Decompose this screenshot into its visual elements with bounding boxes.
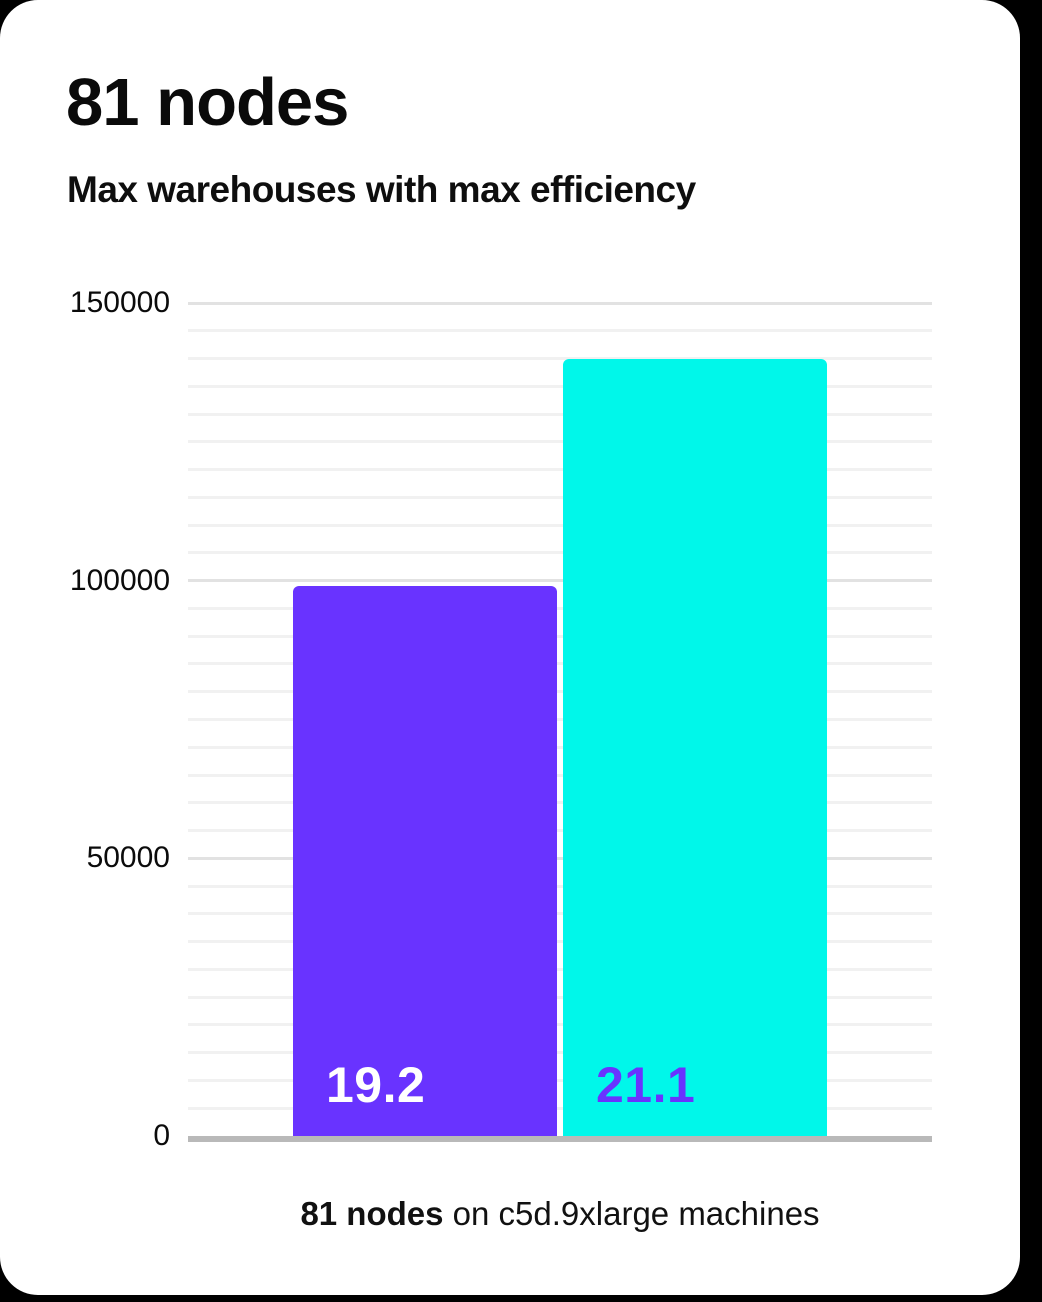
bar-19.2: 19.2 xyxy=(293,586,557,1136)
gridline-minor xyxy=(188,1078,932,1082)
gridline-minor xyxy=(188,884,932,888)
gridline-minor xyxy=(188,606,932,610)
page-subtitle: Max warehouses with max efficiency xyxy=(67,169,696,210)
plot-area: 19.2 21.1 xyxy=(188,301,932,1142)
gridline-major xyxy=(188,856,932,860)
gridline-minor xyxy=(188,1023,932,1027)
gridline-minor xyxy=(188,634,932,638)
gridline-minor xyxy=(188,551,932,555)
page-title: 81 nodes xyxy=(66,65,349,140)
bar-value-label: 21.1 xyxy=(596,1056,696,1113)
gridline-minor xyxy=(188,662,932,666)
gridline-major xyxy=(188,301,932,305)
gridline-major xyxy=(188,579,932,583)
x-axis-line xyxy=(188,1136,932,1142)
gridline-minor xyxy=(188,1106,932,1110)
bar-value-label: 19.2 xyxy=(326,1056,426,1113)
gridline-minor xyxy=(188,329,932,333)
gridline-minor xyxy=(188,912,932,916)
gridline-minor xyxy=(188,384,932,388)
caption-bold-text: 81 nodes xyxy=(300,1195,444,1232)
gridline-minor xyxy=(188,357,932,361)
gridline-minor xyxy=(188,940,932,944)
chart-card: 81 nodes Max warehouses with max efficie… xyxy=(0,0,1020,1295)
gridline-minor xyxy=(188,1051,932,1055)
chart-caption: 81 nodes on c5d.9xlarge machines xyxy=(188,1193,932,1236)
bar-21.1: 21.1 xyxy=(563,358,827,1136)
gridline-minor xyxy=(188,468,932,472)
y-tick-label: 0 xyxy=(153,1119,170,1152)
gridline-minor xyxy=(188,995,932,999)
gridline-minor xyxy=(188,495,932,499)
gridline-minor xyxy=(188,523,932,527)
gridline-minor xyxy=(188,718,932,721)
y-tick-label: 100000 xyxy=(69,563,170,597)
y-tick-label: 150000 xyxy=(69,286,170,319)
caption-regular-text: on c5d.9xlarge machines xyxy=(443,1195,820,1232)
gridline-minor xyxy=(188,412,932,416)
gridline-minor xyxy=(188,440,932,444)
gridline-minor xyxy=(188,967,932,971)
gridline-minor xyxy=(188,829,932,833)
y-tick-label: 50000 xyxy=(86,841,170,875)
gridline-minor xyxy=(188,801,932,805)
gridline-minor xyxy=(188,690,932,694)
gridline-minor xyxy=(188,773,932,777)
gridline-minor xyxy=(188,745,932,749)
bar-chart: 0 50000 100000 150000 19.2 21.1 xyxy=(69,286,932,1152)
